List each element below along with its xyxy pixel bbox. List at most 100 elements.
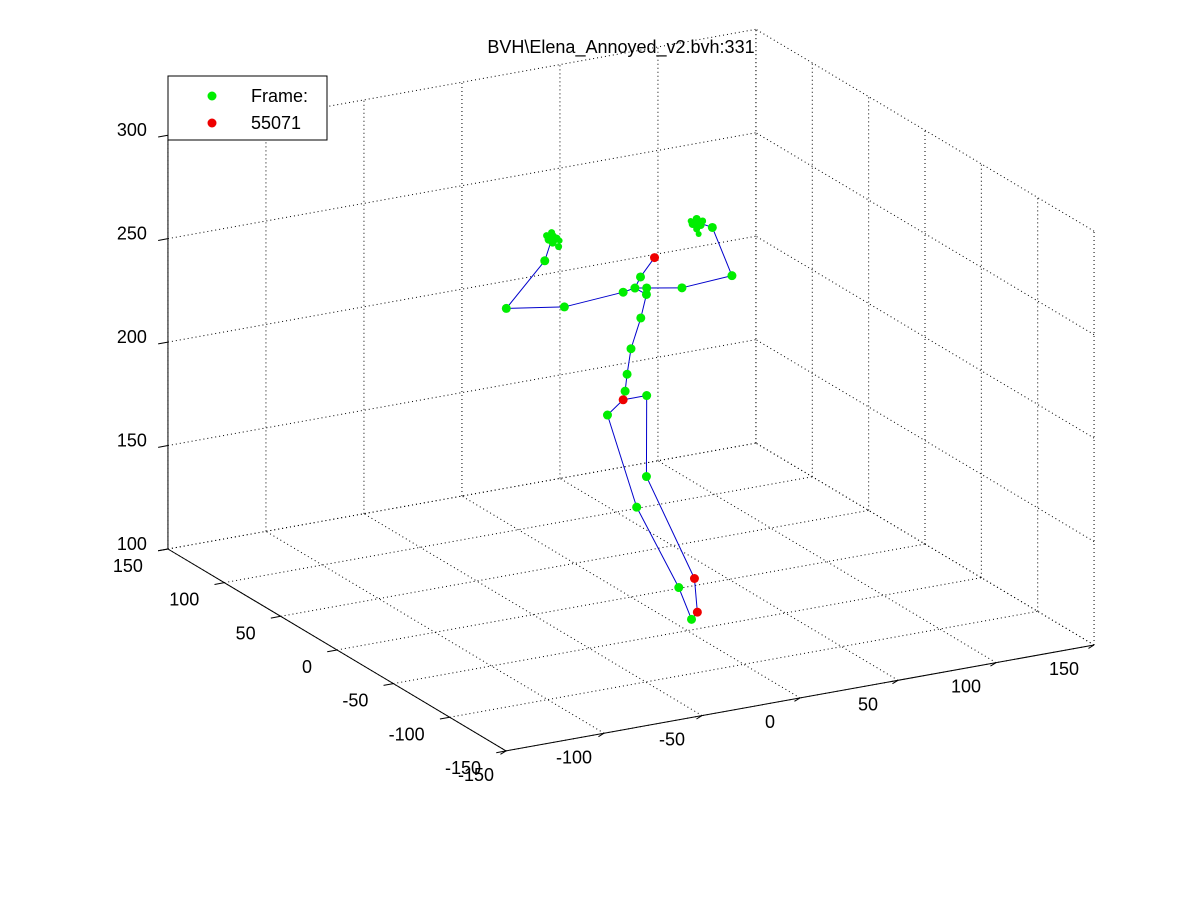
chart-title: BVH\Elena_Annoyed_v2.bvh:331 [487,37,754,58]
skeleton-bones [505,221,733,620]
joint-point-red [692,607,702,617]
hand-cluster-point [548,238,557,247]
joint-point-green [559,302,569,312]
x-tick-label: 50 [858,694,878,714]
joint-point-green [626,344,636,354]
z-tick-label: 150 [117,431,147,451]
grid-line [461,495,801,699]
joint-point-green [620,386,630,396]
joint-point-green [630,283,640,293]
grid-line [449,610,1038,718]
grid-line [755,442,1095,646]
joint-point-green [677,283,687,293]
skeleton-joints [501,214,737,624]
grid-line [167,235,757,343]
skeleton-bone [630,317,642,349]
x-tick-mark [1088,644,1095,649]
x-tick-mark [990,662,997,667]
grid-line [755,235,1095,439]
axes-grid [158,28,1095,755]
joint-point-green [707,222,717,232]
skeleton-bone [636,506,680,588]
joint-point-green [674,583,684,593]
grid-line [265,530,605,734]
skeleton-bone [505,260,546,309]
skeleton-bone [645,476,695,579]
y-tick-mark [383,683,394,686]
grid-line [755,339,1095,542]
joint-point-green [641,289,651,299]
legend: Frame: 55071 [167,75,328,141]
hand-cluster-point [555,243,563,251]
x-tick-mark [598,732,605,738]
grid-line [393,577,982,685]
x-tick-label: 150 [1049,659,1079,679]
joint-point-green [501,303,511,313]
axis-tick-labels: -150-100-50050100150-150-100-50050100150… [113,120,1079,785]
z-tick-label: 250 [117,224,147,244]
hand-cluster-point [699,217,707,225]
y-tick-label: 100 [169,590,199,610]
grid-line [559,477,899,681]
x-tick-label: -100 [556,747,592,767]
skeleton-bone [693,578,698,613]
joint-point-green [632,502,642,512]
y-tick-label: 0 [302,657,312,677]
x-tick-label: -150 [458,765,494,785]
y-tick-label: 50 [236,623,256,643]
grid-line [363,513,703,717]
grid-line [755,132,1095,336]
hand-cluster-point [543,232,551,240]
skeleton-bone [564,291,624,308]
joint-point-green [602,410,612,420]
joint-point-green [642,283,652,293]
y-tick-mark [496,750,507,754]
y-tick-mark [327,649,338,653]
z-tick-label: 300 [117,120,147,140]
joint-point-green [622,369,632,379]
hand-cluster-point [687,217,694,224]
skeleton-bone [681,275,733,289]
joint-point-green [618,287,628,297]
hand-cluster-point [556,237,563,244]
x-tick-label: -50 [659,730,685,750]
y-tick-label: 150 [113,556,143,576]
hand-cluster-point [693,225,701,233]
legend-marker-number [207,118,217,128]
legend-marker-frame [207,91,217,101]
joint-point-red [618,395,628,405]
skeleton-bone [711,227,733,276]
z-tick-mark [158,445,169,448]
grid-line [657,460,997,664]
x-axis-line [505,644,1095,752]
z-tick-mark [158,548,169,552]
hand-cluster-point [695,230,702,237]
z-tick-mark [158,341,169,345]
joint-point-green [687,614,697,624]
y-tick-mark [214,582,225,585]
grid-line [755,28,1095,232]
y-tick-label: -100 [389,724,425,744]
joint-point-green [727,271,737,281]
joint-point-green [636,272,646,282]
joint-point-green [641,472,651,482]
z-tick-mark [158,238,169,241]
x-tick-label: 0 [765,712,775,732]
x-tick-mark [892,679,899,685]
legend-label-number: 55071 [251,113,301,133]
y-tick-mark [439,716,450,720]
joint-point-red [650,253,660,263]
x-tick-mark [794,697,801,702]
y-tick-mark [270,615,281,619]
x-tick-mark [696,715,703,720]
joint-point-green [642,391,652,401]
joint-point-green [540,256,550,266]
y-tick-label: -150 [445,758,481,778]
z-tick-label: 200 [117,327,147,347]
z-tick-mark [158,134,169,138]
joint-point-red [689,574,699,584]
grid-line [280,509,869,617]
skeleton-bone [607,414,638,508]
skeleton-bone [678,587,692,620]
